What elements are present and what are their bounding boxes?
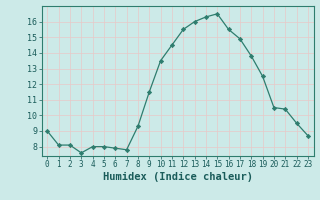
X-axis label: Humidex (Indice chaleur): Humidex (Indice chaleur)	[103, 172, 252, 182]
